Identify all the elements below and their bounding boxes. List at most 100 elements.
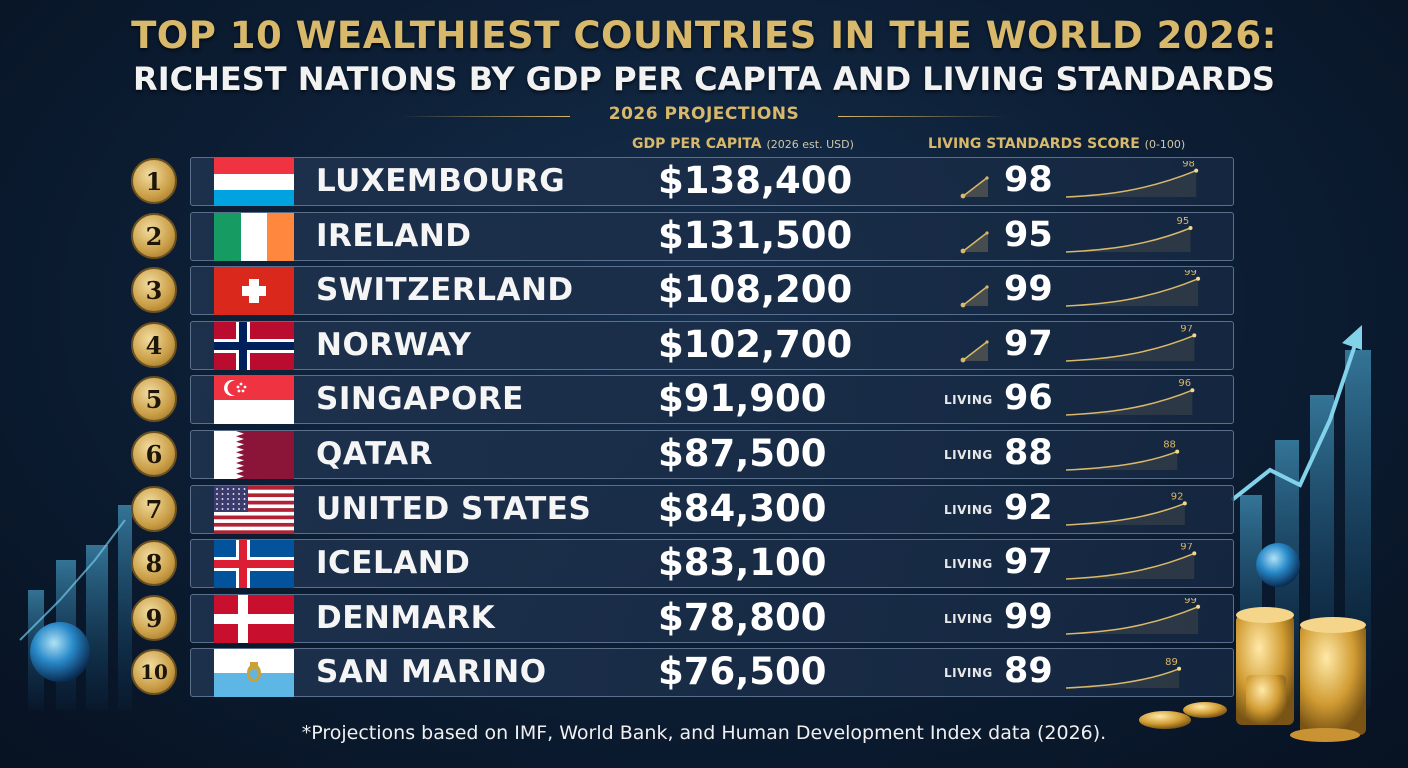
table-row xyxy=(190,321,1234,370)
gdp-value: $91,900 xyxy=(658,377,827,420)
globe-icon xyxy=(1256,543,1300,587)
flag-usa-icon xyxy=(214,486,294,534)
gdp-value: $108,200 xyxy=(658,268,853,311)
living-label: LIVING xyxy=(944,393,993,407)
living-label: LIVING xyxy=(944,448,993,462)
table-row xyxy=(190,485,1234,534)
rank-badge: 4 xyxy=(131,322,177,368)
gdp-column-header: GDP PER CAPITA (2026 est. USD) xyxy=(632,136,854,152)
sparkline-score-label: 96 xyxy=(1178,379,1191,389)
country-name: SAN MARINO xyxy=(316,654,547,690)
table-row xyxy=(190,648,1234,697)
gdp-value: $102,700 xyxy=(658,323,853,366)
country-name: DENMARK xyxy=(316,600,496,636)
living-score: 98 xyxy=(1004,160,1053,200)
country-name: SINGAPORE xyxy=(316,381,524,417)
living-score: 97 xyxy=(1004,542,1053,582)
flag-denmark-icon xyxy=(214,595,294,643)
rank-badge: 2 xyxy=(131,213,177,259)
gdp-value: $138,400 xyxy=(658,159,853,202)
gdp-value: $131,500 xyxy=(658,214,853,257)
living-score: 92 xyxy=(1004,488,1053,528)
living-column-header: LIVING STANDARDS SCORE (0-100) xyxy=(928,136,1185,152)
table-row xyxy=(190,539,1234,588)
living-header-label: LIVING STANDARDS SCORE xyxy=(928,136,1140,152)
flag-norway-icon xyxy=(214,322,294,370)
sparkline-score-label: 99 xyxy=(1184,598,1197,606)
rank-badge: 3 xyxy=(131,267,177,313)
score-sparkline: 92 xyxy=(1066,491,1187,526)
living-score: 99 xyxy=(1004,269,1053,309)
subtitle-rule-left xyxy=(400,116,570,117)
flag-ireland-icon xyxy=(214,213,294,261)
table-row xyxy=(190,430,1234,479)
gdp-value: $76,500 xyxy=(658,650,827,693)
table-row xyxy=(190,594,1234,643)
country-name: UNITED STATES xyxy=(316,491,592,527)
rank-badge: 8 xyxy=(131,540,177,586)
gdp-value: $84,300 xyxy=(658,487,827,530)
living-label: LIVING xyxy=(944,557,993,571)
living-label: LIVING xyxy=(944,612,993,626)
gdp-header-label: GDP PER CAPITA xyxy=(632,136,762,152)
score-sparkline: 89 xyxy=(1066,657,1182,689)
living-score: 97 xyxy=(1004,324,1053,364)
living-label: LIVING xyxy=(944,503,993,517)
projections-label: 2026 PROJECTIONS xyxy=(608,104,800,124)
sparkline-score-label: 98 xyxy=(1182,161,1195,170)
country-name: QATAR xyxy=(316,436,434,472)
living-score: 89 xyxy=(1004,651,1053,691)
gdp-value: $83,100 xyxy=(658,541,827,584)
mini-trend-icon xyxy=(960,285,989,308)
table-row xyxy=(190,375,1234,424)
flag-luxembourg-icon xyxy=(214,158,294,206)
mini-trend-icon xyxy=(960,176,989,199)
rank-badge: 10 xyxy=(131,649,177,695)
living-score: 96 xyxy=(1004,378,1053,418)
score-sparkline: 99 xyxy=(1066,270,1201,307)
page-subtitle: RICHEST NATIONS BY GDP PER CAPITA AND LI… xyxy=(133,60,1275,98)
sparkline-score-label: 95 xyxy=(1177,216,1190,227)
country-name: NORWAY xyxy=(316,327,472,363)
subtitle-rule-right xyxy=(838,116,1008,117)
table-row xyxy=(190,157,1234,206)
mini-trend-icon xyxy=(960,231,989,254)
table-row xyxy=(190,212,1234,261)
flag-singapore-icon xyxy=(214,376,294,424)
score-sparkline: 97 xyxy=(1066,325,1197,362)
sparkline-score-label: 89 xyxy=(1165,657,1178,668)
living-score: 99 xyxy=(1004,597,1053,637)
rank-badge: 6 xyxy=(131,431,177,477)
country-name: LUXEMBOURG xyxy=(316,163,566,199)
living-header-range: (0-100) xyxy=(1144,138,1186,151)
sparkline-score-label: 92 xyxy=(1171,491,1184,502)
rank-badge: 5 xyxy=(131,376,177,422)
score-sparkline: 95 xyxy=(1066,216,1193,253)
living-score: 95 xyxy=(1004,215,1053,255)
flag-iceland-icon xyxy=(214,540,294,588)
page-title: TOP 10 WEALTHIEST COUNTRIES IN THE WORLD… xyxy=(131,14,1277,57)
mini-trend-icon xyxy=(960,340,989,363)
country-name: SWITZERLAND xyxy=(316,272,574,308)
gdp-value: $87,500 xyxy=(658,432,827,475)
living-label: LIVING xyxy=(944,666,993,680)
coin-stack-icon xyxy=(1139,607,1366,742)
flag-san-marino-icon xyxy=(214,649,294,697)
globe-icon xyxy=(30,622,90,682)
gdp-header-note: (2026 est. USD) xyxy=(766,138,854,151)
rank-badge: 9 xyxy=(131,595,177,641)
country-name: ICELAND xyxy=(316,545,471,581)
flag-qatar-icon xyxy=(214,431,294,479)
left-bar-decoration xyxy=(19,505,132,710)
footnote: *Projections based on IMF, World Bank, a… xyxy=(301,722,1107,744)
gdp-value: $78,800 xyxy=(658,596,827,639)
score-sparkline: 96 xyxy=(1066,379,1195,416)
sparkline-score-label: 97 xyxy=(1180,543,1193,552)
living-score: 88 xyxy=(1004,433,1053,473)
table-row xyxy=(190,266,1234,315)
sparkline-score-label: 97 xyxy=(1180,325,1193,334)
sparkline-score-label: 88 xyxy=(1163,440,1176,451)
flag-switzerland-icon xyxy=(214,267,294,315)
rank-badge: 7 xyxy=(131,486,177,532)
